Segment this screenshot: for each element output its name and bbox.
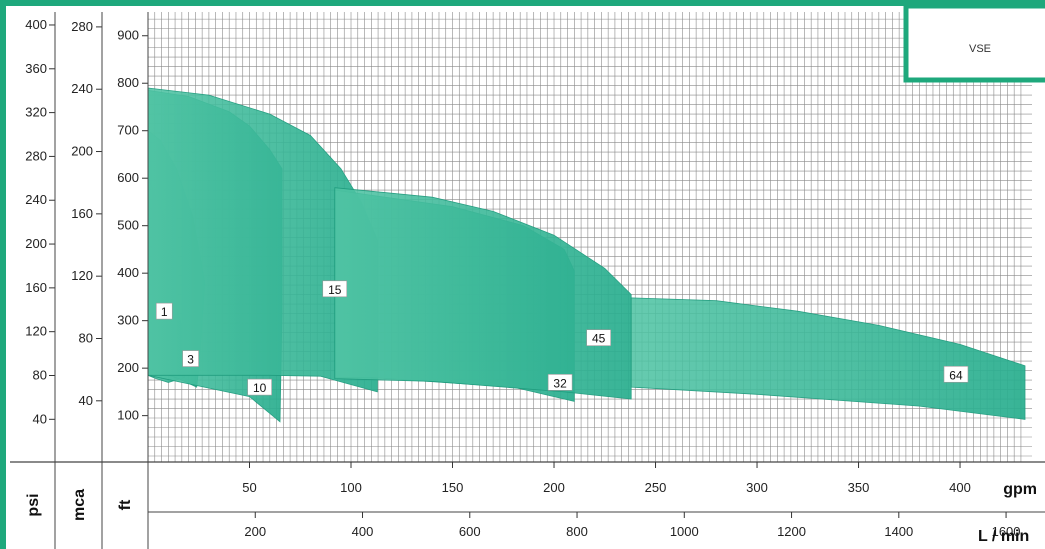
psi-tick-label: 240 (25, 192, 47, 207)
series-label-1: 1 (161, 305, 168, 319)
series-areas (147, 87, 1026, 423)
x-axis-unit-gpm: gpm (1003, 481, 1037, 498)
lmin-tick-label: 800 (566, 524, 588, 539)
gpm-tick-label: 350 (848, 480, 870, 495)
series-label-45: 45 (592, 332, 606, 346)
y-axis-unit-ft: ft (117, 499, 134, 510)
series-label-64: 64 (949, 368, 963, 382)
mca-tick-label: 280 (71, 19, 93, 34)
mca-tick-label: 80 (79, 330, 93, 345)
axes: 100 200 300 400 500 600 700 800 900 40 80 120 160 200… (10, 12, 1045, 549)
mca-tick-label: 40 (79, 393, 93, 408)
mca-tick-label: 160 (71, 206, 93, 221)
gpm-tick-label: 50 (242, 480, 256, 495)
ft-tick-label: 200 (117, 360, 139, 375)
mca-tick-label: 240 (71, 81, 93, 96)
legend-label: VSE (969, 43, 991, 55)
series-label-3: 3 (187, 353, 194, 367)
series-label-box-3 (182, 350, 199, 367)
series-label-box-64 (943, 365, 969, 383)
psi-tick-label: 160 (25, 280, 47, 295)
lmin-tick-label: 400 (352, 524, 374, 539)
series-label-box-1 (155, 302, 173, 320)
series-label-box-15 (322, 280, 348, 298)
series-label-box-45 (586, 329, 611, 347)
psi-tick-label: 280 (25, 148, 47, 163)
series-label-box-32 (547, 374, 573, 391)
ft-tick-label: 500 (117, 218, 139, 233)
lmin-tick-label: 1400 (884, 524, 913, 539)
ft-tick-label: 400 (117, 265, 139, 280)
lmin-tick-label: 200 (244, 524, 266, 539)
ft-tick-label: 100 (117, 408, 139, 423)
psi-tick-label: 320 (25, 105, 47, 120)
y-axis-unit-psi: psi (25, 493, 42, 516)
mca-tick-label: 120 (71, 268, 93, 283)
psi-tick-label: 400 (25, 17, 47, 32)
ft-tick-label: 300 (117, 313, 139, 328)
ft-tick-label: 600 (117, 170, 139, 185)
lmin-tick-label: 1000 (670, 524, 699, 539)
series-label-15: 15 (328, 283, 342, 297)
series-area-64 (630, 297, 1026, 420)
series-label-32: 32 (553, 376, 567, 390)
series-labels: 1 3 10 15 32 45 64 (155, 280, 969, 396)
psi-tick-label: 360 (25, 61, 47, 76)
x-axis-unit-lmin: L / min (978, 528, 1029, 545)
lmin-tick-label: 1600 (992, 524, 1021, 539)
lmin-tick-label: 600 (459, 524, 481, 539)
legend: VSE (903, 3, 1045, 83)
lmin-tick-label: 1200 (777, 524, 806, 539)
series-area-45 (334, 187, 632, 400)
gpm-tick-label: 250 (645, 480, 667, 495)
series-label-10: 10 (253, 381, 267, 395)
psi-tick-label: 200 (25, 236, 47, 251)
psi-tick-label: 40 (33, 411, 47, 426)
y-axis-unit-mca: mca (71, 489, 88, 521)
gpm-tick-label: 400 (949, 480, 971, 495)
psi-tick-label: 120 (25, 324, 47, 339)
ft-tick-label: 800 (117, 75, 139, 90)
gpm-tick-label: 200 (543, 480, 565, 495)
gpm-tick-label: 150 (442, 480, 464, 495)
mca-tick-label: 200 (71, 144, 93, 159)
series-label-box-10 (247, 378, 272, 396)
ft-tick-label: 900 (117, 28, 139, 43)
psi-tick-label: 80 (33, 367, 47, 382)
ft-tick-label: 700 (117, 123, 139, 138)
gpm-tick-label: 100 (340, 480, 362, 495)
gpm-tick-label: 300 (746, 480, 768, 495)
legend-box (903, 3, 1045, 83)
